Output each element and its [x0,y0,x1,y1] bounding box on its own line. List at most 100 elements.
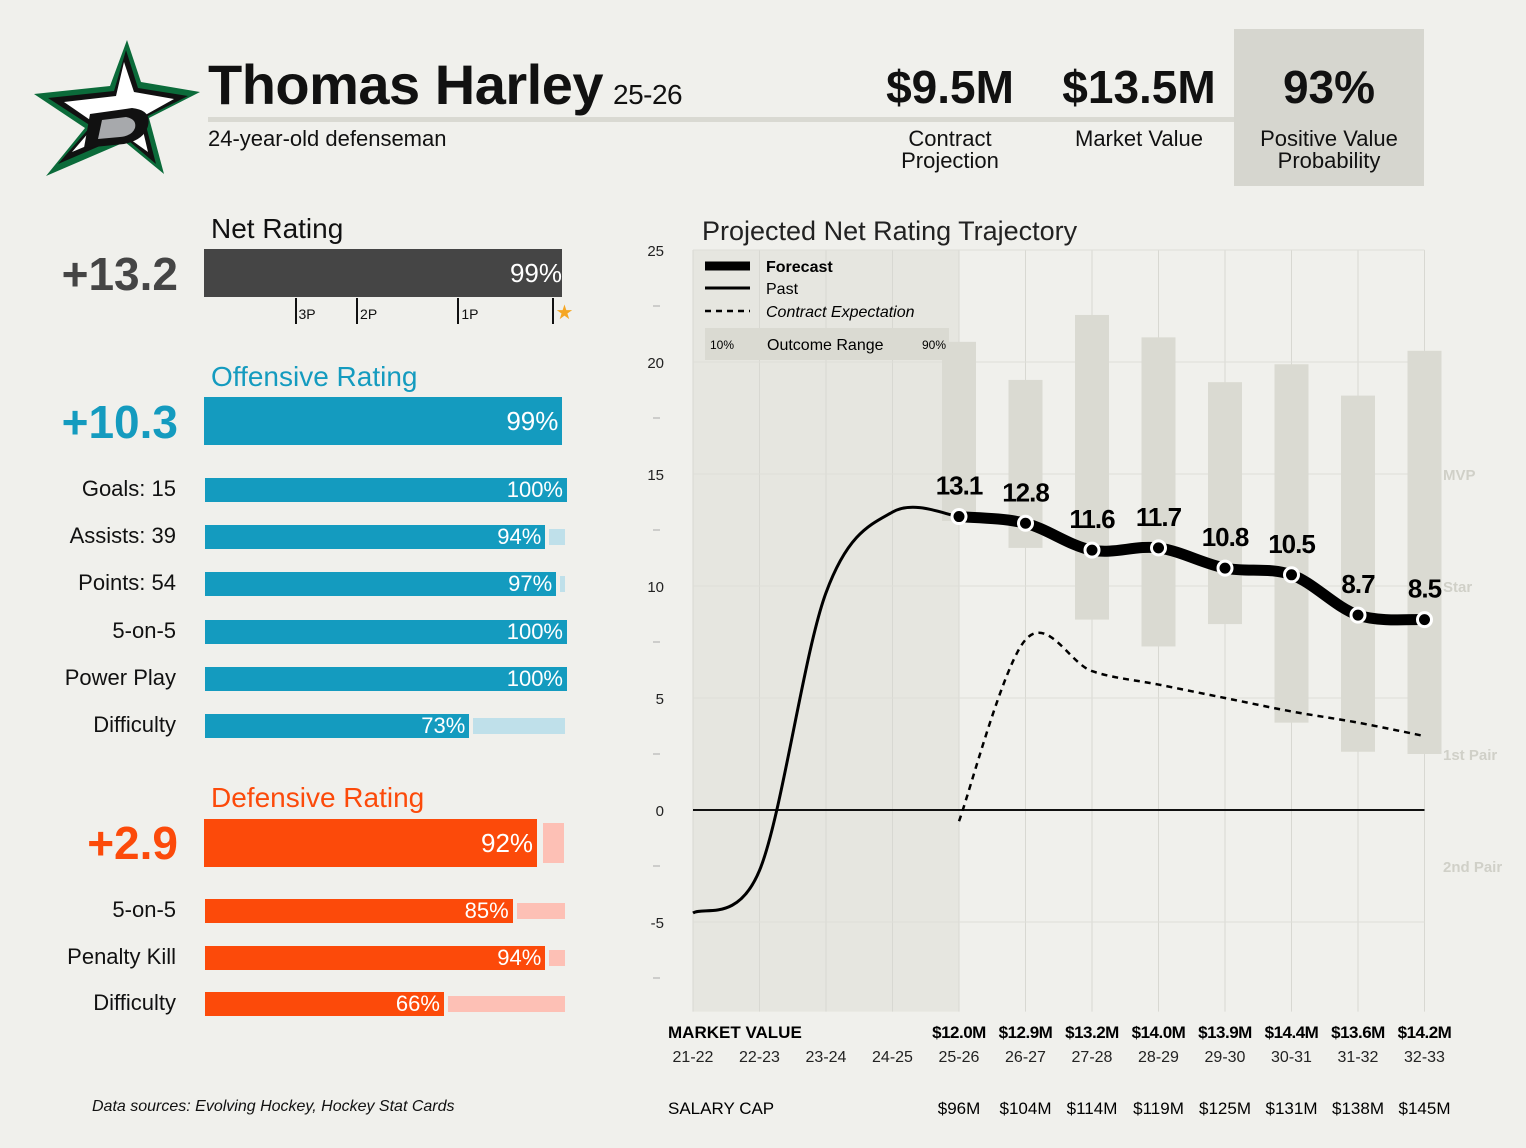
forecast-point [1283,566,1300,584]
component-bar-fill [205,619,567,644]
y-tick-label: 15 [647,467,664,484]
forecast-data-label: 11.6 [1069,504,1115,534]
header-divider [208,117,1234,122]
forecast-data-label: 11.7 [1136,502,1182,532]
player-subtitle: 24-year-old defenseman [208,126,447,151]
market-value-label: $14.0M [1132,1023,1186,1042]
y-tick-label: 20 [647,355,664,372]
forecast-data-label: 10.8 [1202,522,1249,552]
market-value-label: $12.0M [932,1023,986,1042]
x-tick-label: 32-33 [1404,1049,1445,1066]
forecast-point [1349,606,1367,624]
contract-projection-label: Contract Projection [901,126,999,173]
component-bar-fill [205,714,470,738]
positive-value-probability-value: 93% [1282,61,1376,113]
net-rating-value: +13.2 [61,248,178,300]
tier-tick [356,298,359,324]
x-tick-label: 30-31 [1271,1049,1312,1066]
data-sources-footnote: Data sources: Evolving Hockey, Hockey St… [92,1098,455,1115]
outcome-range-bar [1141,337,1176,647]
offensive-rating-bar-fill [204,397,563,445]
tier-tick-label: 2P [360,306,378,322]
forecast-data-label: 12.8 [1002,477,1049,507]
component-label: Power Play [64,664,176,690]
market-value-row-label: MARKET VALUE [668,1023,802,1042]
component-label: Difficulty [93,712,176,737]
legend-range-low: 10% [710,338,734,352]
market-value-label: $12.9M [999,1023,1053,1042]
defensive-rating-bar: 92% [204,819,566,867]
player-name: Thomas Harley 25-26 [208,53,683,116]
outcome-range-bar [1208,382,1242,625]
component-percentile: 73% [421,713,466,738]
component-bar: 66% [205,992,567,1016]
contract-expectation-line [957,631,1425,822]
y-tick-label: 25 [647,243,664,260]
tier-tick-label: 1P [461,306,479,322]
chart-title: Projected Net Rating Trajectory [702,216,1078,246]
component-label: Penalty Kill [67,943,176,969]
season-label: 25-26 [613,79,683,110]
salary-cap-label: $96M [938,1099,981,1118]
positive-value-box [1234,29,1424,186]
component-bar-fill [205,525,546,550]
component-bar: 85% [205,899,567,923]
component-label: Assists: 39 [69,523,176,549]
defensive-rating-title: Defensive Rating [211,782,425,813]
component-bar-remainder [549,529,565,546]
net-rating-bar: 99% [204,249,566,297]
component-bar: 100% [205,478,567,502]
legend-past-label: Past [766,281,799,298]
tier-tick-label: 3P [298,306,316,322]
past-series-line [692,505,960,915]
x-tick-label: 24-25 [872,1049,913,1066]
legend-range-label: Outcome Range [767,337,884,354]
component-label: Points: 54 [78,570,176,596]
forecast-data-label: 8.5 [1408,574,1442,604]
y-tick-label: 5 [656,691,664,708]
market-value-label: $13.2M [1065,1023,1119,1042]
component-bar: 94% [205,524,567,550]
defensive-rating-value: +2.9 [87,817,178,869]
component-bar-fill [205,572,557,597]
net-rating-percentile: 99% [509,258,562,288]
offensive-rating-title: Offensive Rating [211,361,418,392]
net-rating-trajectory-chart: 25 20 15 10 5 0 -5 MVP Star 1st Pair 2nd Pair 13.1 1… [647,216,1502,1118]
contract-projection-value: $9.5M [886,61,1014,113]
tier-label: MVP [1443,467,1476,484]
x-tick-label: 26-27 [1005,1049,1046,1066]
component-bar-remainder [447,996,565,1012]
forecast-point [1216,559,1234,577]
forecast-point [1416,611,1433,629]
outcome-range-bar [1407,350,1442,754]
positive-value-probability-label: Positive Value Probability [1260,126,1398,173]
outcome-range-bar [1274,364,1309,723]
salary-cap-label: $104M [1000,1099,1052,1118]
forecast-data-label: 8.7 [1341,569,1375,599]
forecast-data-label: 13.1 [936,471,983,501]
component-bar: 97% [205,572,567,597]
component-label: 5-on-5 [112,617,176,643]
component-percentile: 66% [395,991,440,1016]
component-bar-remainder [549,949,565,966]
offensive-rating-percentile: 99% [506,406,559,436]
component-bar-fill [205,899,513,923]
x-tick-label: 27-28 [1072,1049,1113,1066]
tier-tick [551,298,554,324]
tier-tick-label: ★ [555,302,574,324]
market-value-label: Market Value [1075,126,1203,151]
net-rating-bar-fill [204,249,563,297]
y-tick-label: 0 [656,803,664,820]
component-bar-fill [205,992,444,1016]
market-value-value: $13.5M [1062,61,1216,113]
x-tick-label: 21-22 [673,1049,714,1066]
x-tick-label: 23-24 [806,1049,847,1066]
offensive-rating-bar: 99% [204,397,566,445]
y-tick-label: 10 [647,579,664,596]
legend-range-high: 90% [922,338,946,352]
component-percentile: 100% [506,618,563,644]
defensive-rating-bar-fill [204,819,538,867]
component-percentile: 94% [497,944,542,970]
component-bar-fill [205,945,546,970]
component-percentile: 94% [497,524,542,550]
